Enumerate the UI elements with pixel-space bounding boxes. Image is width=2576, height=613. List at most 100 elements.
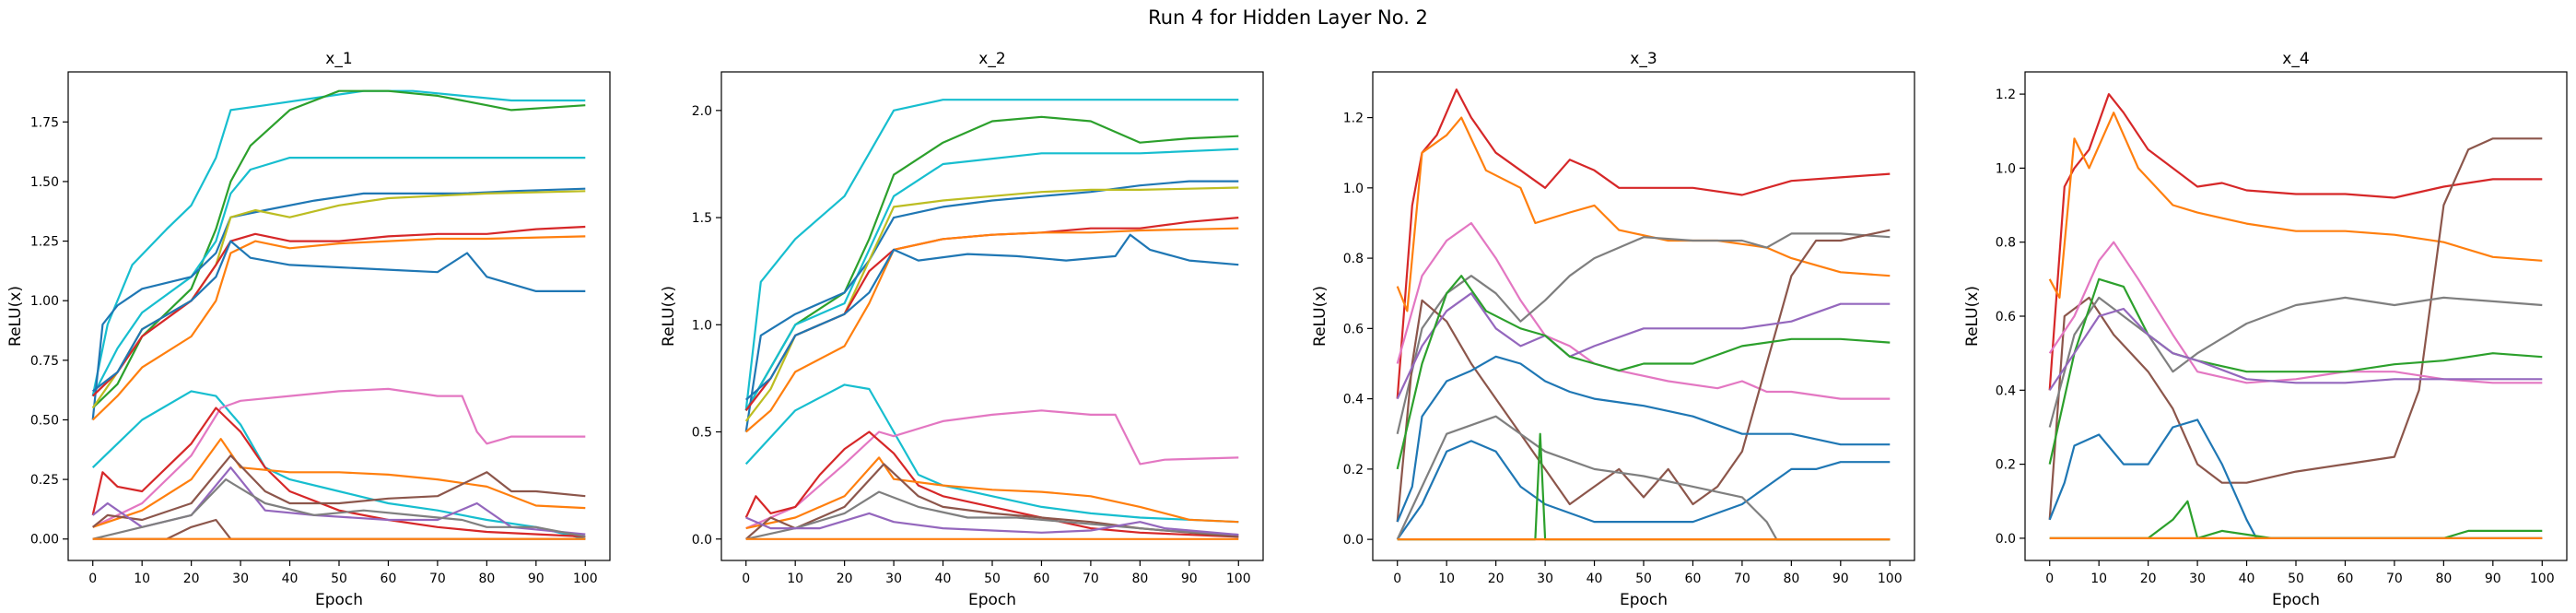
series-line-10 bbox=[92, 387, 586, 528]
y-tick-label: 0.8 bbox=[1996, 236, 2016, 251]
x-tick-label: 90 bbox=[528, 572, 544, 586]
x-tick-label: 70 bbox=[1083, 572, 1099, 586]
x-tick-label: 100 bbox=[1226, 572, 1251, 586]
series-line-9 bbox=[1396, 440, 1891, 540]
y-tick-label: 0.4 bbox=[1343, 393, 1364, 407]
y-tick-label: 1.75 bbox=[30, 115, 59, 130]
series-line-3 bbox=[91, 157, 586, 397]
series-line-6 bbox=[91, 225, 586, 397]
x-tick-label: 40 bbox=[1587, 572, 1603, 586]
x-tick-label: 80 bbox=[478, 572, 495, 586]
x-tick-label: 50 bbox=[1635, 572, 1652, 586]
y-tick-label: 0.5 bbox=[692, 426, 712, 441]
x-axis-label: Epoch bbox=[968, 591, 1016, 609]
series-line-5 bbox=[2048, 241, 2543, 384]
x-tick-label: 70 bbox=[1734, 572, 1751, 586]
x-axis-label: Epoch bbox=[315, 591, 363, 609]
y-tick-label: 0.75 bbox=[30, 354, 59, 369]
y-tick-label: 0.00 bbox=[30, 533, 59, 548]
axes-frame bbox=[1372, 71, 1915, 561]
x-tick-label: 0 bbox=[2045, 572, 2054, 586]
series-line-9 bbox=[2049, 500, 2543, 539]
y-tick-label: 1.0 bbox=[1343, 182, 1364, 196]
series-line-8 bbox=[1396, 355, 1891, 523]
x-tick-label: 60 bbox=[381, 572, 397, 586]
series-line-11 bbox=[744, 430, 1239, 538]
x-tick-label: 0 bbox=[742, 572, 750, 586]
y-tick-label: 0.2 bbox=[1996, 458, 2016, 473]
y-axis-label: ReLU(x) bbox=[660, 286, 678, 347]
axes-frame bbox=[720, 71, 1264, 561]
x-tick-label: 60 bbox=[1685, 572, 1702, 586]
x-tick-label: 90 bbox=[1181, 572, 1198, 586]
x-tick-label: 80 bbox=[1783, 572, 1799, 586]
series-line-3 bbox=[1396, 221, 1891, 400]
subplot-x_1: 0 10 20 30 40 50 60 70 80 90 100 0.00 0.25 0.50 0.75 1.… bbox=[6, 50, 611, 609]
x-tick-label: 30 bbox=[232, 572, 249, 586]
subplot-x_2: 0 10 20 30 40 50 60 70 80 90 100 0.0 0.5 1.0 1.5 2.0 x_2… bbox=[660, 50, 1264, 609]
y-tick-label: 1.0 bbox=[1996, 161, 2016, 176]
subplot-x_3: 0 10 20 30 40 50 60 70 80 90 100 0.0 0.2 0.4 0.6 0.8 1.0… bbox=[1311, 50, 1915, 609]
series-line-14 bbox=[92, 466, 586, 536]
x-tick-label: 50 bbox=[2288, 572, 2304, 586]
y-tick-label: 0.8 bbox=[1343, 252, 1364, 266]
x-tick-label: 100 bbox=[573, 572, 598, 586]
x-tick-label: 20 bbox=[183, 572, 200, 586]
y-tick-label: 0.50 bbox=[30, 413, 59, 428]
y-axis-label: ReLU(x) bbox=[1311, 286, 1329, 347]
x-tick-label: 90 bbox=[1832, 572, 1849, 586]
x-tick-label: 60 bbox=[2337, 572, 2354, 586]
x-tick-label: 90 bbox=[2485, 572, 2501, 586]
plot-area bbox=[1396, 88, 1891, 541]
series-line-10 bbox=[1396, 415, 1891, 541]
series-line-1 bbox=[91, 89, 586, 396]
y-tick-label: 1.50 bbox=[30, 175, 59, 190]
y-tick-label: 1.25 bbox=[30, 235, 59, 250]
x-tick-label: 80 bbox=[2435, 572, 2452, 586]
axes-frame bbox=[67, 71, 611, 561]
series-line-2 bbox=[744, 115, 1239, 411]
series-line-1 bbox=[1396, 88, 1891, 399]
subplot-title: x_4 bbox=[2282, 50, 2309, 68]
plot-area bbox=[2048, 93, 2543, 539]
series-line-1 bbox=[2048, 93, 2543, 391]
series-line-2 bbox=[2048, 112, 2543, 299]
y-tick-label: 0.0 bbox=[692, 533, 712, 548]
y-tick-label: 0.4 bbox=[1996, 383, 2016, 398]
series-line-1 bbox=[744, 99, 1239, 411]
x-tick-label: 20 bbox=[1488, 572, 1505, 586]
x-tick-label: 10 bbox=[787, 572, 803, 586]
subplot-title: x_3 bbox=[1630, 50, 1657, 68]
series-line-9 bbox=[744, 383, 1239, 524]
subplot-x_4: 0 10 20 30 40 50 60 70 80 90 100 0.0 0.2 0.4 0.6 0.8 1.0… bbox=[1963, 50, 2568, 609]
y-tick-label: 0.6 bbox=[1996, 310, 2016, 324]
series-line-5 bbox=[1396, 229, 1891, 523]
y-tick-label: 1.00 bbox=[30, 294, 59, 309]
x-tick-label: 30 bbox=[2189, 572, 2206, 586]
y-tick-label: 0.6 bbox=[1343, 322, 1364, 336]
y-tick-label: 0.0 bbox=[1996, 532, 2016, 547]
plot-area bbox=[744, 99, 1239, 540]
x-tick-label: 100 bbox=[2530, 572, 2555, 586]
plot-area bbox=[91, 89, 586, 540]
x-tick-label: 30 bbox=[1537, 572, 1553, 586]
series-line-7 bbox=[91, 235, 586, 421]
series-line-4 bbox=[91, 187, 586, 420]
x-tick-label: 10 bbox=[134, 572, 150, 586]
series-line-4 bbox=[744, 180, 1239, 432]
series-line-7 bbox=[2048, 307, 2543, 391]
series-line-14 bbox=[745, 490, 1239, 540]
x-tick-label: 20 bbox=[2140, 572, 2157, 586]
series-line-9 bbox=[91, 390, 586, 540]
series-line-7 bbox=[1396, 275, 1891, 470]
x-tick-label: 80 bbox=[1131, 572, 1148, 586]
y-axis-label: ReLU(x) bbox=[1963, 286, 1982, 347]
x-axis-label: Epoch bbox=[2272, 591, 2320, 609]
y-tick-label: 1.2 bbox=[1343, 112, 1364, 126]
series-line-10 bbox=[745, 409, 1239, 530]
series-line-11 bbox=[1397, 432, 1891, 541]
y-tick-label: 0.2 bbox=[1343, 463, 1364, 477]
series-line-8 bbox=[92, 240, 586, 393]
series-line-2 bbox=[91, 89, 586, 409]
